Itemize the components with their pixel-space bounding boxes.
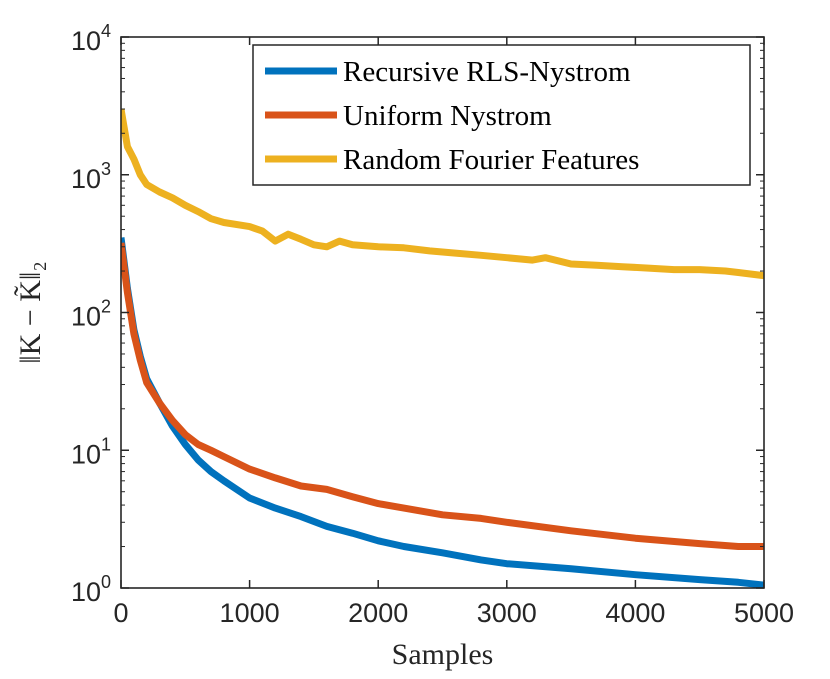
series-line-2 xyxy=(121,108,764,280)
x-tick-label: 2000 xyxy=(348,598,408,628)
legend: Recursive RLS-Nystrom Uniform Nystrom Rand… xyxy=(252,44,751,186)
y-tick-label: 100 xyxy=(71,572,111,607)
y-tick-label: 104 xyxy=(71,21,111,56)
y-tick-label: 102 xyxy=(71,297,111,332)
series-line-0 xyxy=(121,237,764,588)
x-tick-label: 5000 xyxy=(734,598,794,628)
x-axis-label: Samples xyxy=(392,638,494,671)
y-tick-label: 103 xyxy=(71,159,111,194)
y-axis-label: ‖K − K̃‖₂ xyxy=(14,261,47,364)
x-tick-label: 3000 xyxy=(477,598,537,628)
y-tick-label: 101 xyxy=(71,434,111,469)
series-layer xyxy=(121,108,764,588)
legend-label-1: Uniform Nystrom xyxy=(343,100,552,132)
x-tick-label: 1000 xyxy=(220,598,280,628)
tick-layer: 0 1000 2000 3000 4000 5000 100 101 102 103 104 xyxy=(71,21,794,628)
legend-label-0: Recursive RLS-Nystrom xyxy=(343,56,631,88)
series-line-1 xyxy=(121,242,764,550)
x-tick-label: 0 xyxy=(113,598,128,628)
x-tick-label: 4000 xyxy=(605,598,665,628)
legend-label-2: Random Fourier Features xyxy=(343,144,639,176)
